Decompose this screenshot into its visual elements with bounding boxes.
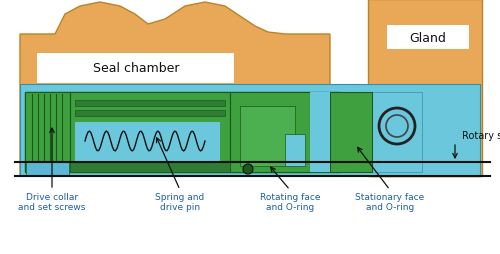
Bar (372, 93, 422, 172)
Text: Drive collar
and set screws: Drive collar and set screws (18, 192, 86, 212)
Text: Seal chamber: Seal chamber (93, 62, 180, 75)
Bar (25, 93, 340, 172)
Bar (230, 93, 310, 172)
Circle shape (243, 164, 253, 174)
Bar (368, 0, 482, 176)
FancyBboxPatch shape (387, 26, 469, 50)
Bar (70, 93, 230, 172)
Bar (240, 107, 295, 166)
Bar (310, 93, 330, 172)
Bar (20, 85, 480, 176)
Polygon shape (390, 0, 480, 15)
Text: Stationary face
and O-ring: Stationary face and O-ring (356, 192, 424, 212)
Bar (75, 122, 220, 162)
Bar (75, 101, 225, 107)
Bar (70, 162, 230, 172)
Text: Gland: Gland (410, 31, 447, 44)
Bar (330, 93, 372, 172)
Polygon shape (370, 15, 480, 176)
Bar (25, 93, 70, 172)
FancyBboxPatch shape (37, 54, 234, 84)
Text: Rotary shaft: Rotary shaft (462, 131, 500, 140)
Bar (75, 110, 225, 117)
Polygon shape (20, 3, 330, 176)
Text: Spring and
drive pin: Spring and drive pin (156, 192, 204, 212)
Bar (26, 162, 69, 175)
Bar (285, 134, 305, 166)
Text: Rotating face
and O-ring: Rotating face and O-ring (260, 192, 320, 212)
